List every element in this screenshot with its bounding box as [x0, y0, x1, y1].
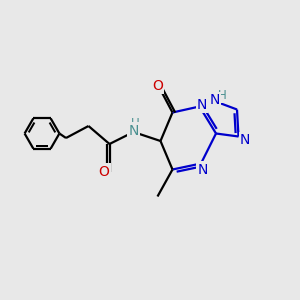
Text: O: O: [152, 79, 163, 92]
Text: N: N: [197, 163, 208, 176]
Text: H: H: [218, 88, 227, 102]
Text: N: N: [240, 133, 250, 147]
Text: O: O: [99, 165, 110, 178]
Text: N: N: [197, 98, 207, 112]
Text: H: H: [130, 116, 140, 130]
Text: N: N: [209, 94, 220, 107]
Text: N: N: [128, 124, 139, 137]
